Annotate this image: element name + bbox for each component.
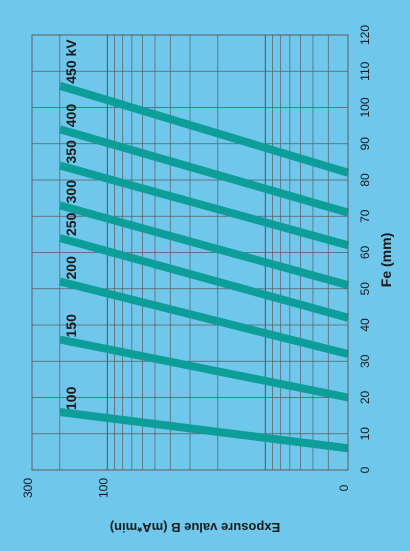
x-tick-label: 20 [358, 391, 372, 405]
y-tick-label: 0 [337, 484, 351, 491]
x-tick-label: 80 [358, 173, 372, 187]
series-labels: 100 150 200 250 300 350 400 450 kV [63, 39, 79, 410]
series-line-300 [58, 201, 350, 289]
series-label: 400 [63, 104, 79, 128]
series-label: 350 [63, 140, 79, 164]
series-label: 200 [63, 256, 79, 280]
x-tick-label: 30 [358, 354, 372, 368]
x-tick-labels: 0 10 20 30 40 50 60 70 80 90 100 110 120 [358, 25, 372, 474]
x-tick-label: 0 [358, 466, 372, 473]
x-tick-label: 100 [358, 97, 372, 117]
x-tick-label: 90 [358, 137, 372, 151]
x-axis-label: Fe (mm) [378, 233, 394, 287]
series-label: 300 [63, 180, 79, 204]
series-label: 450 kV [63, 39, 79, 84]
series-line-350 [58, 161, 350, 250]
series-line-450-kv [58, 81, 350, 177]
x-tick-label: 40 [358, 318, 372, 332]
x-tick-label: 110 [358, 61, 372, 80]
x-tick-label: 50 [358, 282, 372, 296]
x-tick-label: 120 [358, 25, 372, 45]
series-line-400 [58, 125, 350, 217]
x-tick-label: 10 [358, 427, 372, 441]
y-tick-label: 100 [96, 478, 110, 498]
x-tick-label: 70 [358, 209, 372, 223]
series-line-150 [59, 335, 349, 402]
y-tick-label: 300 [21, 478, 35, 498]
series-label: 100 [63, 386, 79, 410]
series-line-250 [58, 234, 350, 322]
series-label: 150 [63, 314, 79, 338]
y-tick-labels: 0 100 300 [21, 478, 351, 498]
y-axis-label: Exposure value B (mA*min) [110, 520, 281, 535]
plot-border [31, 34, 349, 471]
x-tick-label: 60 [358, 246, 372, 260]
series-label: 250 [63, 212, 79, 236]
series-lines [58, 81, 350, 453]
series-line-100 [59, 408, 349, 453]
series-line-200 [58, 277, 349, 358]
plot-frame [31, 34, 349, 471]
